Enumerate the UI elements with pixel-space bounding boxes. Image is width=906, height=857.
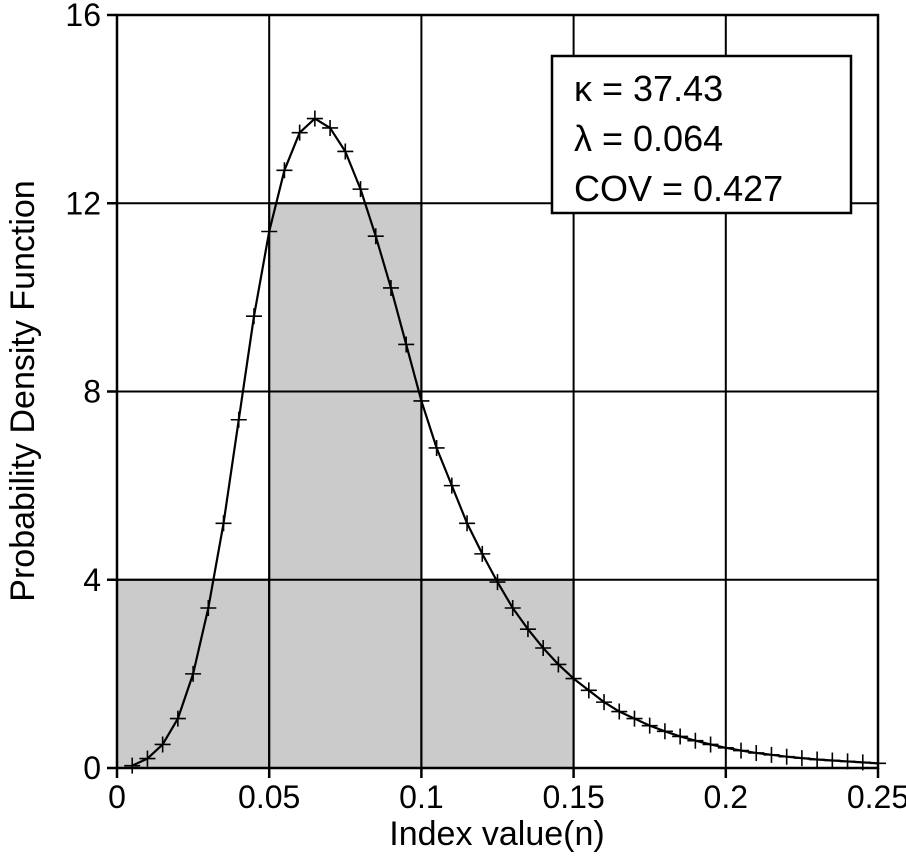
y-tick-label: 16: [65, 0, 101, 33]
plus-markers: [124, 110, 886, 774]
parameter-box: κ = 37.43 λ = 0.064 COV = 0.427: [550, 54, 853, 215]
y-tick-label: 12: [65, 185, 101, 221]
x-tick-label: 0.1: [399, 779, 443, 815]
kappa-parameter: κ = 37.43: [574, 68, 723, 109]
cov-parameter: COV = 0.427: [574, 168, 783, 209]
histogram-bar: [420, 578, 575, 769]
x-tick-label: 0.2: [704, 779, 748, 815]
x-tick-label: 0.25: [847, 779, 906, 815]
parameter-box-frame: [550, 54, 853, 215]
x-tick-label: 0.05: [238, 779, 300, 815]
y-tick-label: 4: [83, 562, 101, 598]
x-tick-label: 0.15: [542, 779, 604, 815]
plot-border: [115, 13, 880, 770]
y-tick-label: 8: [83, 374, 101, 410]
y-tick-label: 0: [83, 750, 101, 786]
histogram-bar: [268, 202, 423, 769]
plot-area: 0 0.05 0.1 0.15 0.2 0.25 0 4 8 12 16: [65, 0, 906, 815]
y-axis-label: Probability Density Function: [4, 180, 42, 601]
x-axis-label: Index value(n): [389, 815, 604, 853]
x-tick-label: 0: [108, 779, 126, 815]
lambda-parameter: λ = 0.064: [574, 118, 723, 159]
